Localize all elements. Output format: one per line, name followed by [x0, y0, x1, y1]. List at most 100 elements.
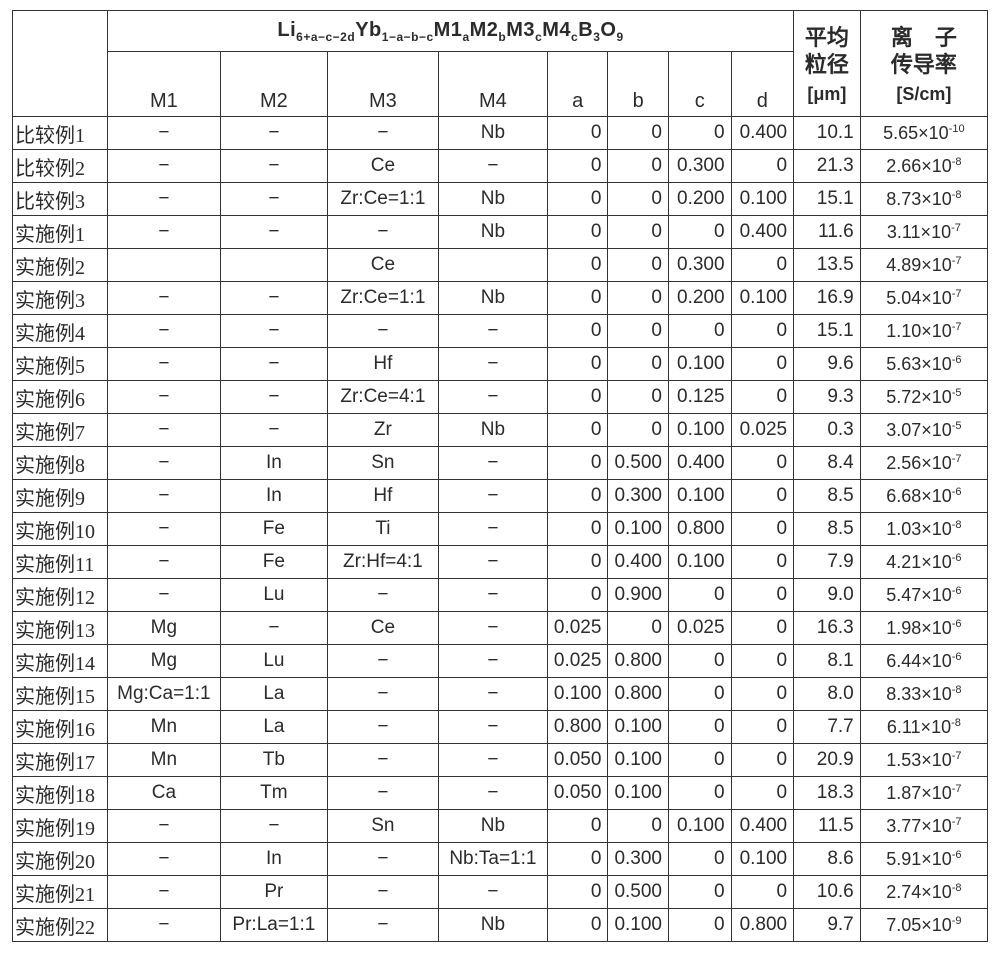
cell-m1: −	[107, 843, 220, 876]
diameter-label: 平均粒径	[805, 25, 849, 78]
cell-m4	[438, 249, 547, 282]
cell-c: 0	[668, 711, 731, 744]
cell-c: 0	[668, 645, 731, 678]
cell-d: 0	[731, 777, 794, 810]
table-row: 实施例17MnTb−−0.0500.1000020.91.53×10-7	[13, 744, 988, 777]
cell-cond: 3.11×10-7	[860, 216, 987, 249]
cell-m3: −	[327, 579, 438, 612]
cell-a: 0.025	[547, 612, 608, 645]
cell-m1: −	[107, 579, 220, 612]
cell-diam: 9.3	[794, 381, 861, 414]
cell-m3: Hf	[327, 480, 438, 513]
cell-m2: −	[220, 381, 327, 414]
cell-b: 0.100	[608, 909, 669, 942]
cell-c: 0.025	[668, 612, 731, 645]
cell-d: 0	[731, 150, 794, 183]
cell-b: 0.500	[608, 876, 669, 909]
cell-d: 0	[731, 876, 794, 909]
cell-m4: Nb	[438, 810, 547, 843]
cell-b: 0.100	[608, 513, 669, 546]
col-m4: M4	[438, 52, 547, 117]
cell-c: 0.100	[668, 480, 731, 513]
cell-d: 0	[731, 678, 794, 711]
cell-cond: 1.03×10-8	[860, 513, 987, 546]
cell-m2: Fe	[220, 513, 327, 546]
cell-m2: Fe	[220, 546, 327, 579]
cell-diam: 9.0	[794, 579, 861, 612]
cell-b: 0	[608, 315, 669, 348]
cell-m2: Pr:La=1:1	[220, 909, 327, 942]
cell-m1: −	[107, 150, 220, 183]
cell-a: 0.800	[547, 711, 608, 744]
cell-m3: −	[327, 744, 438, 777]
cell-d: 0	[731, 315, 794, 348]
cell-cond: 3.07×10-5	[860, 414, 987, 447]
table-row: 实施例21−Pr−−00.5000010.62.74×10-8	[13, 876, 988, 909]
cell-a: 0	[547, 249, 608, 282]
cell-cond: 4.89×10-7	[860, 249, 987, 282]
cell-d: 0	[731, 744, 794, 777]
cell-c: 0	[668, 315, 731, 348]
cell-m4: −	[438, 447, 547, 480]
cell-d: 0.400	[731, 810, 794, 843]
cell-m3: Zr:Ce=4:1	[327, 381, 438, 414]
row-label: 实施例1	[13, 216, 108, 249]
cell-cond: 6.68×10-6	[860, 480, 987, 513]
cell-c: 0.200	[668, 183, 731, 216]
cell-m4: −	[438, 612, 547, 645]
cell-b: 0	[608, 249, 669, 282]
cell-m2: −	[220, 315, 327, 348]
cell-m4: Nb:Ta=1:1	[438, 843, 547, 876]
cell-m1: Mg	[107, 645, 220, 678]
cell-m2: Pr	[220, 876, 327, 909]
cell-cond: 5.91×10-6	[860, 843, 987, 876]
cell-c: 0	[668, 843, 731, 876]
formula-header: Li6+a−c−2dYb1−a−b−cM1aM2bM3cM4cB3O9	[107, 11, 793, 52]
cell-m4: −	[438, 480, 547, 513]
cell-m2: −	[220, 612, 327, 645]
row-label: 实施例7	[13, 414, 108, 447]
cell-a: 0	[547, 117, 608, 150]
cell-a: 0	[547, 282, 608, 315]
conductivity-label: 离 子传导率	[891, 25, 957, 78]
cell-c: 0	[668, 678, 731, 711]
cell-d: 0	[731, 249, 794, 282]
cell-m4: Nb	[438, 909, 547, 942]
cell-m2: La	[220, 678, 327, 711]
cell-m3: −	[327, 909, 438, 942]
table-row: 实施例8−InSn−00.5000.40008.42.56×10-7	[13, 447, 988, 480]
cell-d: 0	[731, 480, 794, 513]
cell-diam: 10.6	[794, 876, 861, 909]
cell-diam: 7.7	[794, 711, 861, 744]
cell-b: 0.900	[608, 579, 669, 612]
cell-d: 0.100	[731, 183, 794, 216]
cell-b: 0	[608, 414, 669, 447]
cell-a: 0	[547, 579, 608, 612]
row-label: 实施例13	[13, 612, 108, 645]
row-label: 实施例9	[13, 480, 108, 513]
cell-c: 0.100	[668, 546, 731, 579]
row-label: 实施例14	[13, 645, 108, 678]
cell-cond: 6.44×10-6	[860, 645, 987, 678]
cell-a: 0	[547, 150, 608, 183]
cell-a: 0.050	[547, 777, 608, 810]
cell-m1: −	[107, 381, 220, 414]
cell-a: 0	[547, 414, 608, 447]
cell-b: 0.100	[608, 744, 669, 777]
row-label: 比较例1	[13, 117, 108, 150]
cell-a: 0	[547, 315, 608, 348]
cell-diam: 8.4	[794, 447, 861, 480]
table-row: 实施例4−−−−000015.11.10×10-7	[13, 315, 988, 348]
cell-d: 0	[731, 579, 794, 612]
cell-c: 0.800	[668, 513, 731, 546]
cell-a: 0.050	[547, 744, 608, 777]
table-row: 比较例1−−−Nb0000.40010.15.65×10-10	[13, 117, 988, 150]
cell-a: 0	[547, 513, 608, 546]
cell-m2: −	[220, 414, 327, 447]
cell-cond: 6.11×10-8	[860, 711, 987, 744]
cell-m1: Ca	[107, 777, 220, 810]
cell-m2	[220, 249, 327, 282]
cell-m3: −	[327, 315, 438, 348]
cell-c: 0.400	[668, 447, 731, 480]
cell-d: 0	[731, 546, 794, 579]
